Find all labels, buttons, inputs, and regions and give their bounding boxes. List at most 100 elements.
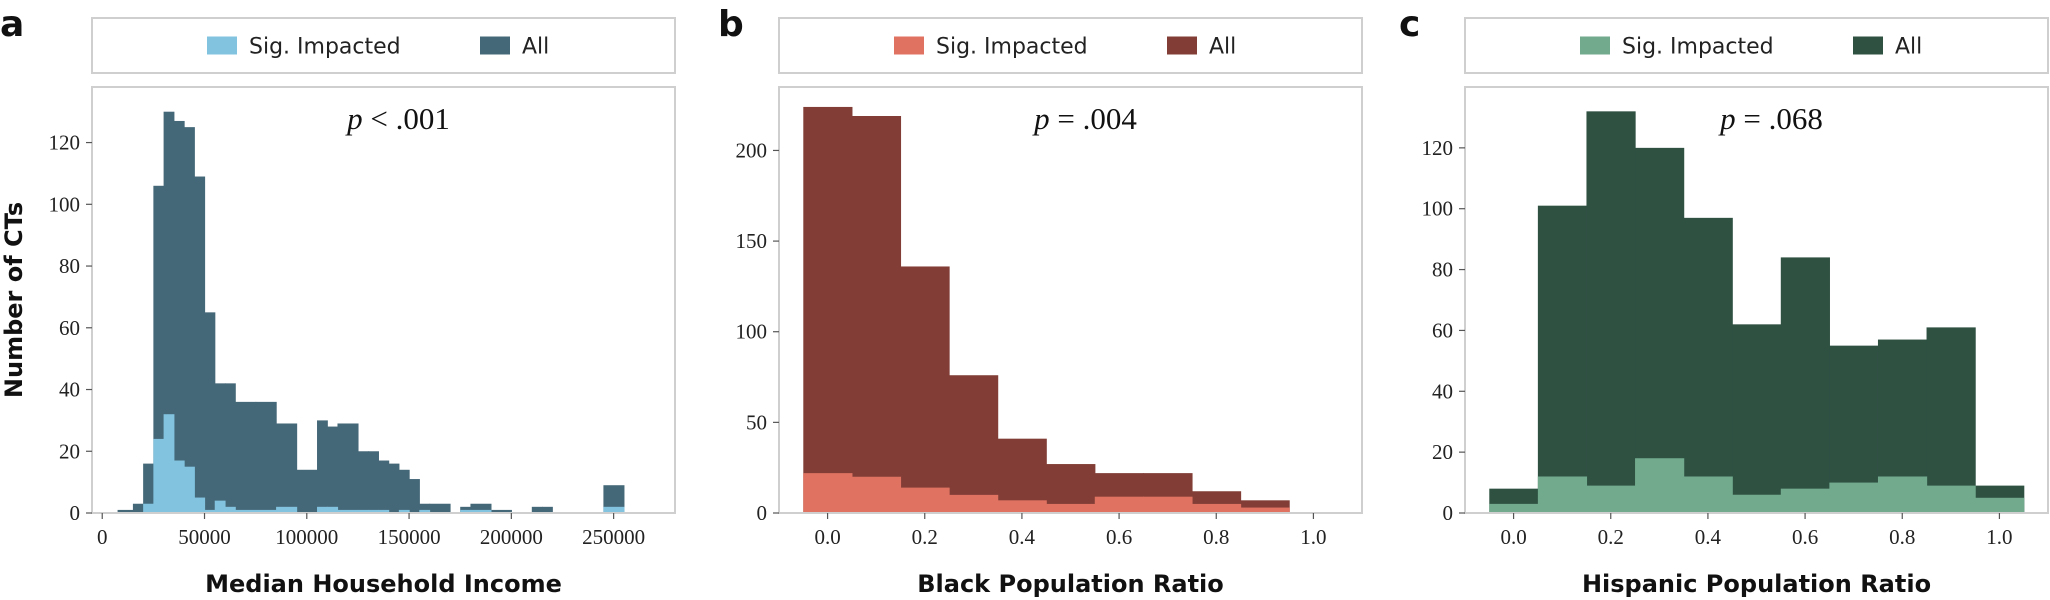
legend: Sig. Impacted All [778,17,1363,74]
bar-sig-impacted [470,509,492,513]
legend: Sig. Impacted All [1464,17,2049,74]
y-tick-label: 50 [746,410,767,434]
bar-all [1732,324,1782,513]
series-sig-impacted [803,473,1290,513]
bar-all [317,420,328,513]
legend-swatch [894,36,924,55]
x-tick-label: 0.0 [814,525,840,549]
bar-sig-impacted [1732,494,1782,513]
bar-sig-impacted [143,503,154,513]
series-all [1489,111,2025,514]
bar-all [296,469,318,513]
y-tick-label: 120 [49,131,81,155]
x-tick-label: 150000 [378,525,441,549]
bar-sig-impacted [357,509,369,513]
bar-all [429,503,451,513]
x-axis-label: Median Household Income [205,570,562,598]
y-tick-label: 60 [1432,318,1453,342]
bar-all [194,176,206,514]
bar-sig-impacted [997,500,1047,513]
bar-sig-impacted [949,494,999,513]
legend-swatch [1167,36,1197,55]
bar-sig-impacted [1143,496,1193,513]
bar-all [388,463,400,513]
p-value-annotation: p = .068 [1718,101,1823,136]
panel-c: c Sig. Impacted All 0.0 0.2 0.4 0.6 0.8 1.0 0 20 40… [1399,4,2049,598]
bar-sig-impacted [1191,503,1242,513]
bar-sig-impacted [235,509,257,513]
bar-all [531,506,543,513]
y-tick-label: 20 [1432,440,1453,464]
bar-all [490,509,512,513]
x-axis-label: Hispanic Population Ratio [1582,570,1931,598]
bar-sig-impacted [378,509,390,513]
bar-all [1586,111,1636,513]
y-tick-label: 100 [1422,197,1454,221]
bar-sig-impacted [603,506,625,513]
x-tick-label: 0 [97,525,108,549]
x-tick-label: 200000 [480,525,543,549]
bar-sig-impacted [214,500,226,513]
bar-all [1926,327,1976,513]
bar-sig-impacted [327,506,339,513]
panel-letter: a [0,4,24,45]
series-all [117,111,625,514]
bar-sig-impacted [163,414,175,513]
y-tick-label: 20 [59,439,80,463]
y-tick-label: 150 [736,229,768,253]
bar-sig-impacted [1635,458,1685,513]
legend-label: All [1895,35,1922,60]
bar-all [214,383,226,513]
y-tick-label: 100 [736,320,768,344]
bar-all [163,111,175,514]
y-tick-label: 40 [59,378,80,402]
bar-sig-impacted [184,466,195,513]
bar-all [184,127,195,513]
bar-sig-impacted [194,497,206,513]
x-tick-label: 0.8 [1203,525,1229,549]
bar-sig-impacted [224,506,236,513]
legend-box [1464,17,2049,74]
y-axis-label: Number of CTs [0,202,28,398]
bar-sig-impacted [1683,476,1733,513]
legend-label: Sig. Impacted [936,35,1088,60]
bar-all [235,401,257,513]
bar-sig-impacted [1975,497,2025,513]
bar-sig-impacted [1926,485,1976,513]
x-tick-label: 0.0 [1500,525,1526,549]
panel-a: a Sig. Impacted All 0 50000 100000 150000 20000… [0,4,676,598]
bar-all [460,506,472,513]
bar-all [143,463,154,513]
bar-all [851,116,902,513]
x-tick-label: 50000 [178,525,231,549]
bar-sig-impacted [419,509,431,513]
y-tick-label: 0 [757,501,768,525]
bar-sig-impacted [851,476,902,513]
bar-sig-impacted [1537,476,1588,513]
bar-sig-impacted [276,506,298,513]
y-tick-label: 80 [1432,258,1453,282]
y-tick-label: 0 [1443,501,1454,525]
bar-all [803,106,853,513]
bar-all [409,479,420,513]
legend: Sig. Impacted All [91,17,676,74]
bar-all [1635,147,1685,513]
bar-sig-impacted [1877,476,1928,513]
legend-swatch [480,36,510,55]
bar-sig-impacted [368,509,379,513]
plot-frame [778,86,1363,514]
bar-sig-impacted [153,438,165,513]
bar-all [900,266,950,513]
y-tick-label: 100 [49,192,81,216]
x-tick-label: 1.0 [1986,525,2012,549]
x-tick-label: 100000 [275,525,338,549]
bar-all [153,185,165,514]
bar-sig-impacted [204,509,216,513]
bar-sig-impacted [317,506,328,513]
bar-all [357,451,369,513]
bar-sig-impacted [1586,485,1636,513]
bar-all [132,503,144,513]
panel-letter: b [718,4,744,45]
legend-swatch [1580,36,1610,55]
